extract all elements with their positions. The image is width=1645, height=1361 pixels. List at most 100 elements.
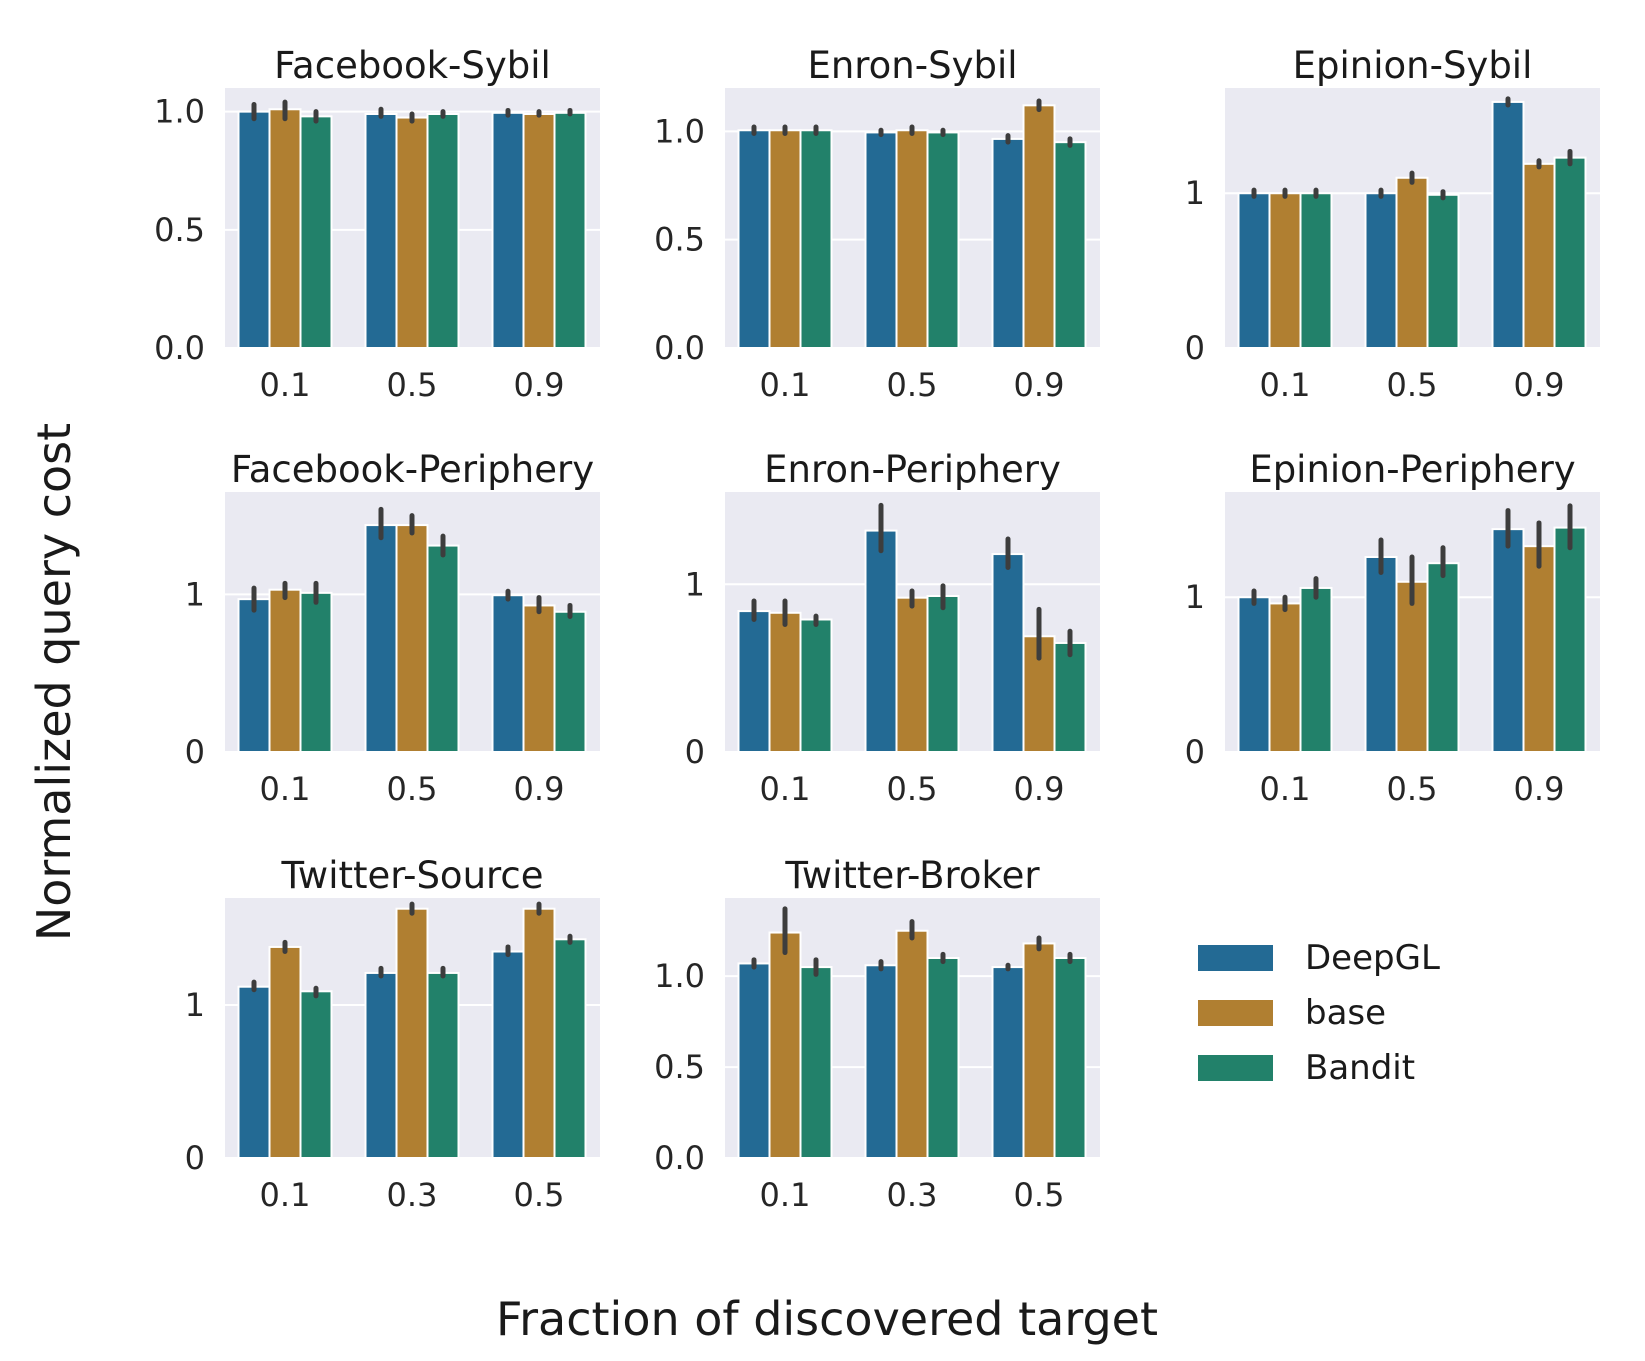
bar-deepgl-0-9 xyxy=(1491,528,1525,754)
y-tick-label: 0 xyxy=(185,1139,205,1177)
bar-base-0-3 xyxy=(895,929,929,1160)
bar-bandit-0-9 xyxy=(1053,141,1087,349)
bar-base-0-1 xyxy=(268,588,302,753)
x-tick-label: 0.1 xyxy=(760,1176,811,1214)
y-tick-label: 0 xyxy=(685,733,705,771)
panel-title: Facebook-Sybil xyxy=(274,44,551,87)
x-tick-label: 0.5 xyxy=(387,770,438,808)
panel-epinion-periphery: 0 1 0.1 0.5 0.9 Epinion-Periphery xyxy=(1185,448,1600,808)
bar-bandit-0-1 xyxy=(299,591,333,754)
x-tick-label: 0.9 xyxy=(514,366,565,404)
y-tick-label: 0 xyxy=(185,733,205,771)
bar-deepgl-0-1 xyxy=(737,129,771,349)
x-tick-label: 0.5 xyxy=(1387,770,1438,808)
panel-title: Facebook-Periphery xyxy=(231,448,594,491)
y-tick-label: 0 xyxy=(1185,733,1205,771)
bar-base-0-5 xyxy=(1022,942,1056,1159)
bar-deepgl-0-9 xyxy=(491,111,525,350)
bar-deepgl-0-9 xyxy=(1491,100,1525,349)
bar-bandit-0-9 xyxy=(553,111,587,350)
x-tick-label: 0.3 xyxy=(387,1176,438,1214)
bar-base-0-9 xyxy=(1522,162,1556,349)
y-tick-label: 1.0 xyxy=(654,957,705,995)
x-tick-label: 0.9 xyxy=(1014,366,1065,404)
y-tick-label: 0.5 xyxy=(654,221,705,259)
x-tick-label: 0.1 xyxy=(1260,770,1311,808)
panel-title: Epinion-Sybil xyxy=(1293,44,1533,87)
legend-swatch xyxy=(1198,945,1273,971)
panel-enron-periphery: 0 1 0.1 0.5 0.9 Enron-Periphery xyxy=(685,448,1100,808)
bar-bandit-0-5 xyxy=(926,595,960,753)
y-tick-label: 1 xyxy=(185,986,205,1024)
y-tick-label: 0.0 xyxy=(654,1139,705,1177)
legend-item-deepgl: DeepGL xyxy=(1198,938,1440,978)
x-tick-label: 0.5 xyxy=(514,1176,565,1214)
bar-deepgl-0-9 xyxy=(991,137,1025,349)
x-tick-label: 0.9 xyxy=(1014,770,1065,808)
y-tick-label: 1 xyxy=(685,565,705,603)
legend-label: Bandit xyxy=(1305,1048,1415,1088)
bar-bandit-0-5 xyxy=(553,938,587,1160)
bar-deepgl-0-1 xyxy=(737,610,771,754)
bar-deepgl-0-1 xyxy=(237,985,271,1159)
legend-swatch xyxy=(1198,1055,1273,1081)
bar-base-0-1 xyxy=(268,108,302,350)
y-tick-label: 1 xyxy=(1185,174,1205,212)
y-tick-label: 0.5 xyxy=(154,211,205,249)
bar-bandit-0-3 xyxy=(426,971,460,1159)
bar-bandit-0-3 xyxy=(926,957,960,1159)
panel-title: Enron-Periphery xyxy=(764,448,1061,491)
x-tick-label: 0.1 xyxy=(260,770,311,808)
bar-bandit-0-9 xyxy=(1553,526,1587,753)
bar-deepgl-0-1 xyxy=(737,962,771,1159)
bar-bandit-0-5 xyxy=(426,544,460,753)
x-tick-label: 0.5 xyxy=(387,366,438,404)
bar-deepgl-0-5 xyxy=(991,966,1025,1159)
x-tick-label: 0.1 xyxy=(1260,366,1311,404)
x-tick-label: 0.5 xyxy=(887,366,938,404)
y-tick-label: 1.0 xyxy=(154,93,205,131)
legend-label: DeepGL xyxy=(1305,938,1440,978)
bar-deepgl-0-5 xyxy=(1364,192,1398,349)
panel-twitter-source: 0 1 0.1 0.3 0.5 Twitter-Source xyxy=(185,854,600,1214)
legend-item-base: base xyxy=(1198,993,1386,1033)
bar-base-0-5 xyxy=(395,524,429,753)
bar-base-0-5 xyxy=(1395,580,1429,753)
bar-base-0-1 xyxy=(268,945,302,1159)
bar-deepgl-0-1 xyxy=(1237,192,1271,349)
panel-enron-sybil: 0.0 0.5 1.0 0.1 0.5 0.9 Enron-Sybil xyxy=(654,44,1100,404)
bar-base-0-1 xyxy=(1268,602,1302,754)
x-tick-label: 0.3 xyxy=(887,1176,938,1214)
bar-bandit-0-5 xyxy=(1426,193,1460,349)
bar-base-0-9 xyxy=(1022,104,1056,350)
bar-deepgl-0-5 xyxy=(491,950,525,1159)
bar-bandit-0-1 xyxy=(799,129,833,349)
panel-title: Twitter-Broker xyxy=(784,854,1040,897)
bar-bandit-0-1 xyxy=(799,966,833,1159)
bar-deepgl-0-5 xyxy=(364,524,398,753)
bar-bandit-0-5 xyxy=(926,131,960,349)
x-tick-label: 0.9 xyxy=(1514,366,1565,404)
x-tick-label: 0.5 xyxy=(1387,366,1438,404)
y-tick-label: 0.0 xyxy=(654,329,705,367)
legend-label: base xyxy=(1305,993,1386,1033)
bar-deepgl-0-9 xyxy=(991,553,1025,753)
bar-bandit-0-1 xyxy=(299,115,333,350)
legend: DeepGL base Bandit xyxy=(1198,938,1440,1088)
bar-deepgl-0-1 xyxy=(237,598,271,753)
bar-bandit-0-1 xyxy=(1299,192,1333,349)
bar-base-0-1 xyxy=(768,931,802,1160)
bar-deepgl-0-3 xyxy=(364,971,398,1159)
bar-base-0-5 xyxy=(522,907,556,1159)
bar-deepgl-0-5 xyxy=(864,529,898,753)
y-tick-label: 0 xyxy=(1185,329,1205,367)
bar-base-0-5 xyxy=(395,116,429,349)
bar-bandit-0-9 xyxy=(553,610,587,753)
bar-deepgl-0-3 xyxy=(864,964,898,1159)
bar-base-0-1 xyxy=(768,129,802,349)
y-axis-label: Normalized query cost xyxy=(27,423,81,941)
legend-swatch xyxy=(1198,1000,1273,1026)
bar-base-0-5 xyxy=(895,596,929,754)
x-tick-label: 0.9 xyxy=(1514,770,1565,808)
